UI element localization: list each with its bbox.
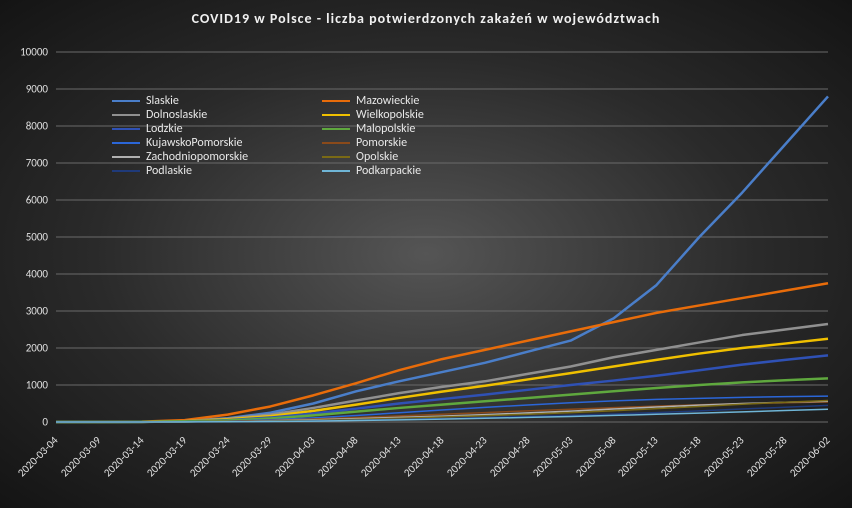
y-axis-label: 7000 [0, 157, 48, 170]
x-axis-label: 2020-06-02 [787, 434, 832, 479]
x-axis-label: 2020-05-03 [530, 434, 575, 479]
legend-label: Dolnoslaskie [146, 108, 207, 122]
legend-swatch [322, 156, 350, 159]
legend-label: Malopolskie [356, 122, 415, 136]
y-axis-label: 3000 [0, 305, 48, 318]
legend-item: Dolnoslaskie [112, 108, 322, 122]
x-axis-label: 2020-04-08 [315, 434, 360, 479]
chart-container: COVID19 w Polsce - liczba potwierdzonych… [0, 0, 852, 508]
x-axis-label: 2020-03-14 [101, 434, 146, 479]
legend-swatch [322, 128, 350, 131]
y-axis-label: 10000 [0, 46, 48, 59]
legend-item: Pomorskie [322, 136, 532, 150]
legend-item: Zachodniopomorskie [112, 150, 322, 164]
legend-swatch [322, 170, 350, 173]
y-axis-label: 8000 [0, 120, 48, 133]
x-axis-label: 2020-04-23 [444, 434, 489, 479]
x-axis-label: 2020-05-23 [701, 434, 746, 479]
x-axis-label: 2020-04-28 [487, 434, 532, 479]
legend-item: Podlaskie [112, 164, 322, 178]
legend-label: Lodzkie [146, 122, 183, 136]
legend-row: Lodzkie Malopolskie [112, 122, 532, 136]
legend-label: Podlaskie [146, 164, 192, 178]
legend-item: Lodzkie [112, 122, 322, 136]
legend-swatch [112, 114, 140, 117]
y-axis-label: 1000 [0, 379, 48, 392]
x-axis-label: 2020-05-28 [744, 434, 789, 479]
legend: Slaskie Mazowieckie Dolnoslaskie Wielkopols… [102, 90, 542, 184]
legend-swatch [112, 170, 140, 173]
x-axis-label: 2020-03-09 [58, 434, 103, 479]
y-axis-label: 6000 [0, 194, 48, 207]
y-axis-label: 5000 [0, 231, 48, 244]
legend-swatch [112, 128, 140, 131]
legend-label: Slaskie [146, 94, 179, 108]
x-axis-label: 2020-03-24 [187, 434, 232, 479]
x-axis-label: 2020-05-18 [658, 434, 703, 479]
legend-item: KujawskoPomorskie [112, 136, 322, 150]
legend-item: Slaskie [112, 94, 322, 108]
x-axis-label: 2020-03-29 [230, 434, 275, 479]
legend-label: KujawskoPomorskie [146, 136, 243, 150]
legend-label: Pomorskie [356, 136, 407, 150]
x-axis-label: 2020-04-03 [272, 434, 317, 479]
y-axis-label: 2000 [0, 342, 48, 355]
legend-row: Slaskie Mazowieckie [112, 94, 532, 108]
y-axis-label: 0 [0, 416, 48, 429]
legend-row: KujawskoPomorskie Pomorskie [112, 136, 532, 150]
legend-swatch [322, 100, 350, 103]
legend-row: Dolnoslaskie Wielkopolskie [112, 108, 532, 122]
legend-item: Podkarpackie [322, 164, 532, 178]
legend-swatch [112, 100, 140, 103]
x-axis-label: 2020-04-13 [358, 434, 403, 479]
legend-label: Opolskie [356, 150, 398, 164]
legend-swatch [322, 142, 350, 145]
legend-label: Wielkopolskie [356, 108, 424, 122]
legend-swatch [112, 156, 140, 159]
x-axis-label: 2020-05-08 [573, 434, 618, 479]
legend-label: Podkarpackie [356, 164, 421, 178]
x-axis-label: 2020-05-13 [616, 434, 661, 479]
legend-label: Zachodniopomorskie [146, 150, 248, 164]
x-axis-label: 2020-03-04 [15, 434, 60, 479]
legend-item: Mazowieckie [322, 94, 532, 108]
chart-title: COVID19 w Polsce - liczba potwierdzonych… [0, 10, 852, 27]
legend-item: Opolskie [322, 150, 532, 164]
legend-item: Malopolskie [322, 122, 532, 136]
x-axis-label: 2020-04-18 [401, 434, 446, 479]
legend-row: Podlaskie Podkarpackie [112, 164, 532, 178]
legend-item: Wielkopolskie [322, 108, 532, 122]
x-axis-label: 2020-03-19 [144, 434, 189, 479]
legend-swatch [322, 114, 350, 117]
y-axis-label: 9000 [0, 83, 48, 96]
legend-swatch [112, 142, 140, 145]
legend-label: Mazowieckie [356, 94, 419, 108]
legend-row: Zachodniopomorskie Opolskie [112, 150, 532, 164]
y-axis-label: 4000 [0, 268, 48, 281]
